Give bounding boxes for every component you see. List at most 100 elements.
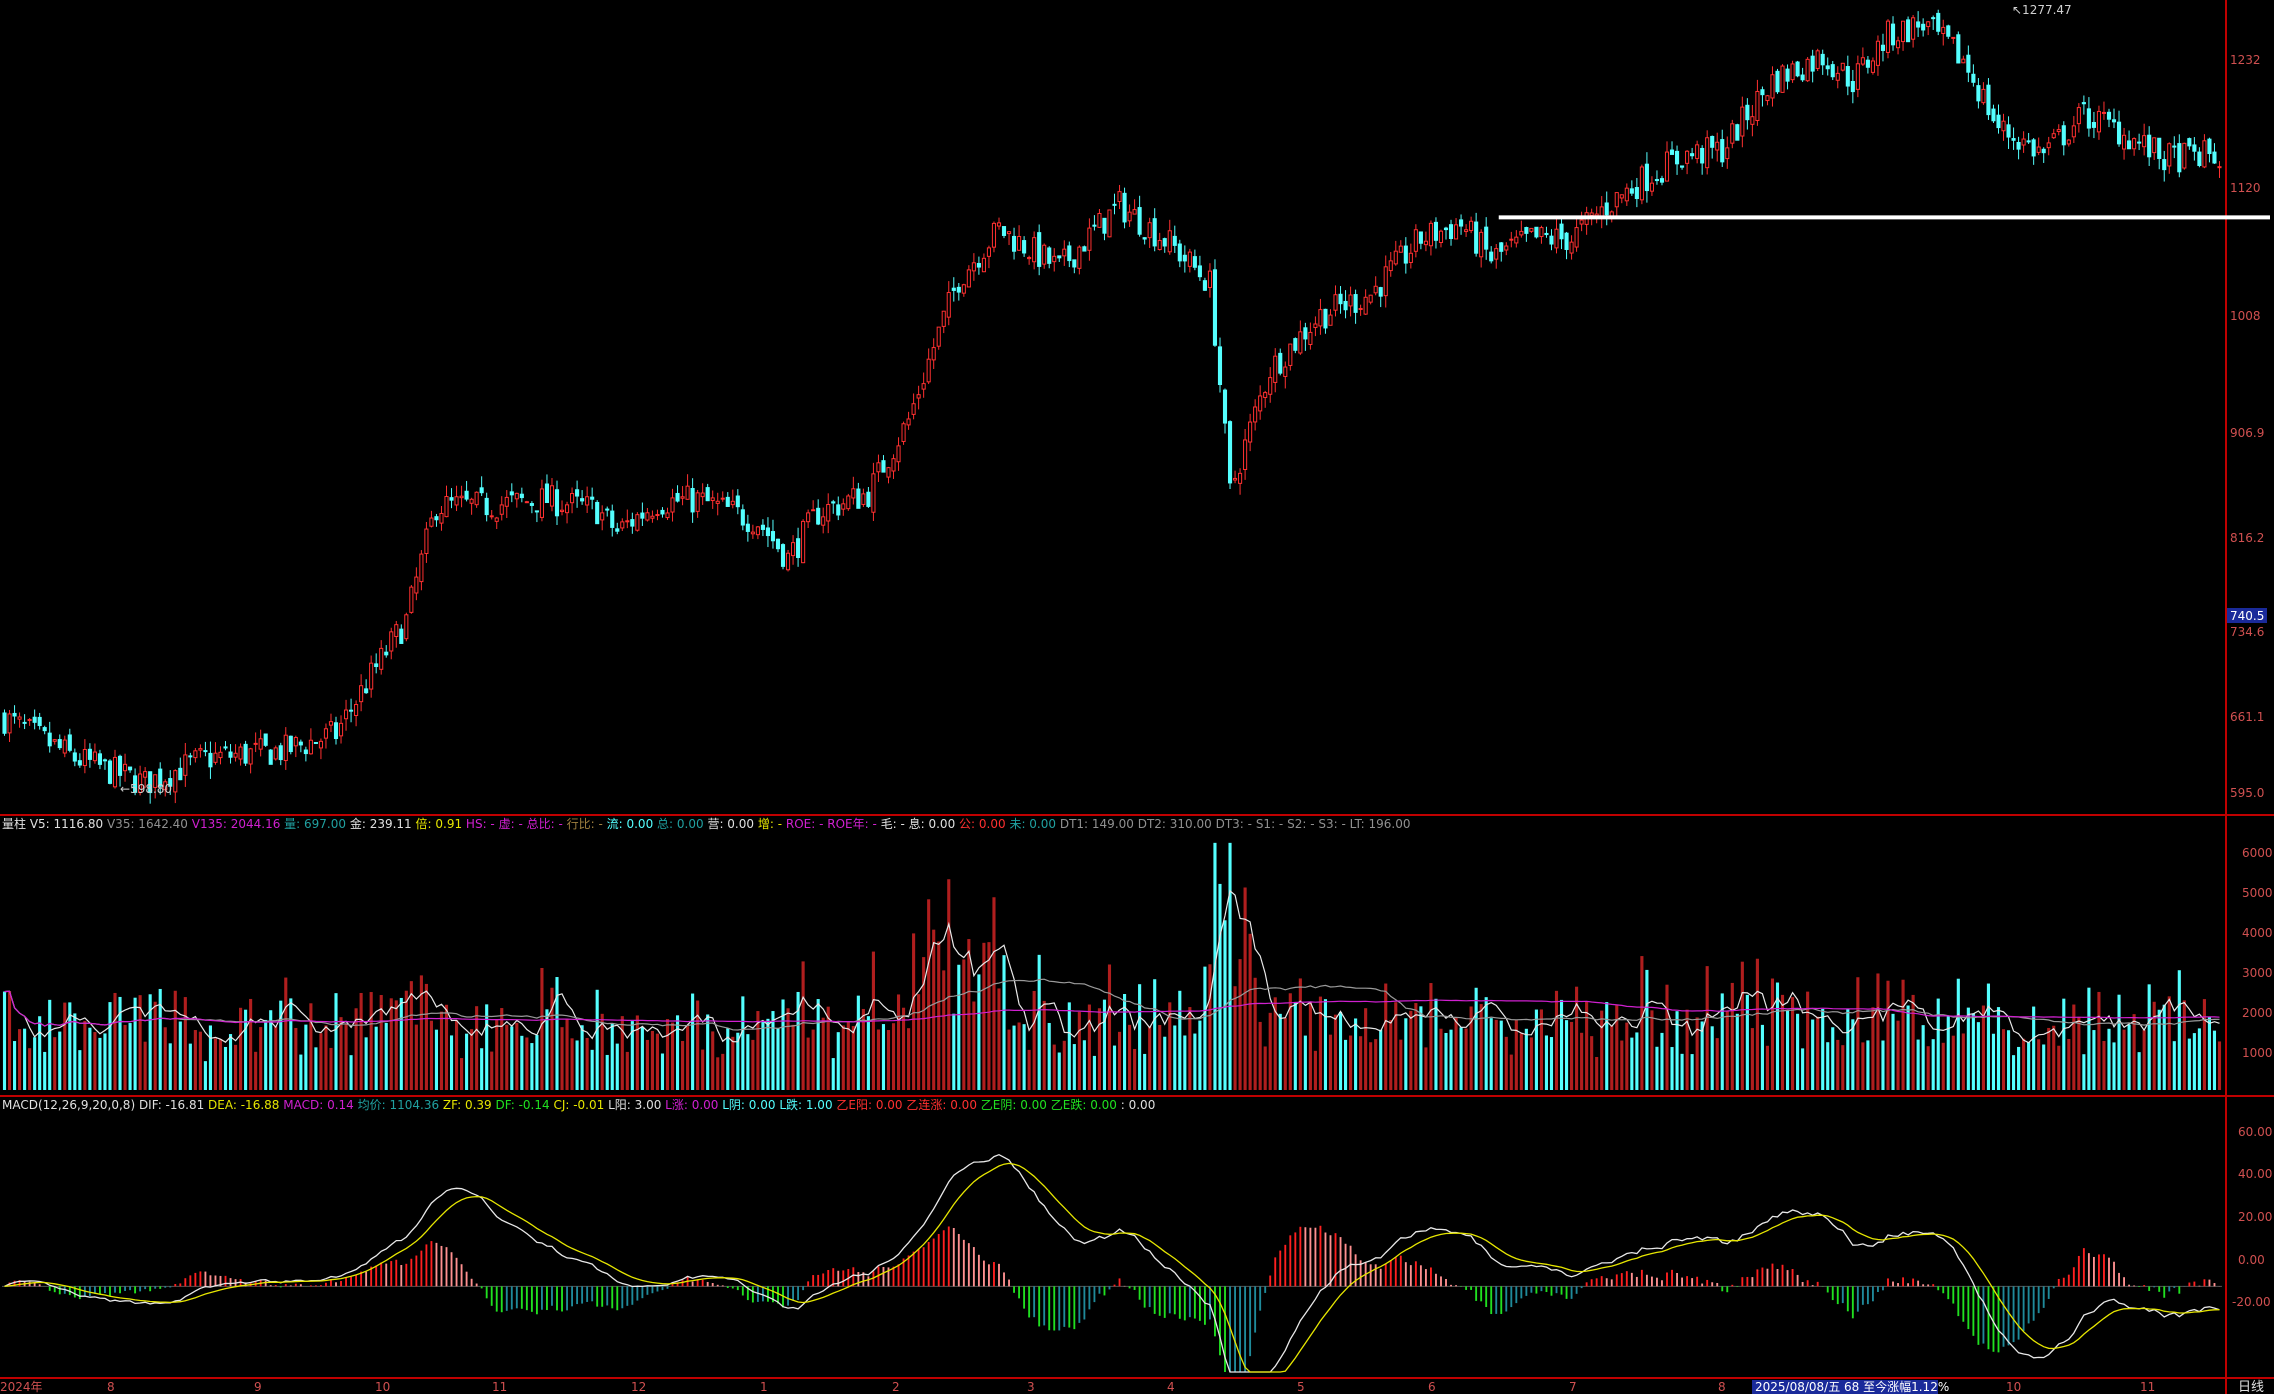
candle-down	[1418, 231, 1423, 244]
volume-bar	[2047, 1027, 2051, 1090]
candle-down	[1172, 235, 1177, 246]
volume-bar	[1570, 1021, 1574, 1090]
candle-down	[1629, 188, 1634, 194]
candle-up	[2202, 140, 2207, 168]
volume-bar	[2182, 1000, 2186, 1090]
volume-bar	[1695, 1017, 1699, 1090]
volume-bar	[731, 1036, 735, 1090]
volume-bar	[932, 929, 936, 1090]
indicator-value: L涨: 0.00	[661, 1097, 718, 1112]
volume-bar	[1464, 1028, 1468, 1090]
volume-bar	[485, 1004, 489, 1090]
candle-down	[12, 712, 17, 717]
volume-ma5	[4, 889, 2220, 1044]
volume-bar	[228, 1034, 233, 1090]
volume-bar	[1675, 1011, 1679, 1090]
current-price-box	[2227, 608, 2267, 623]
candle-down	[278, 745, 283, 761]
candle-up	[1649, 182, 1654, 192]
volume-bar	[1941, 1042, 1945, 1090]
volume-bar	[1153, 979, 1157, 1090]
period-label[interactable]: 日线	[2238, 1380, 2264, 1394]
indicator-value: DT1: 149.00	[1056, 817, 1134, 831]
candle-up	[283, 734, 288, 762]
candle-up	[916, 394, 921, 399]
indicator-value: L阳: 3.00	[604, 1098, 661, 1112]
time-label: 2024年	[0, 1380, 43, 1394]
volume-bar	[454, 1020, 459, 1090]
candle-down	[1012, 235, 1017, 252]
candle-down	[57, 739, 62, 749]
candle-up	[1624, 187, 1629, 202]
candle-up	[1298, 331, 1303, 354]
candle-up	[138, 773, 143, 794]
indicator-value: DEA: -16.88	[204, 1098, 279, 1112]
time-label: 2	[892, 1380, 900, 1394]
volume-bar	[2147, 984, 2151, 1090]
candle-down	[148, 771, 153, 794]
indicator-value: ZF: 0.39	[439, 1098, 492, 1112]
volume-bar	[495, 1019, 499, 1090]
candle-down	[243, 743, 248, 764]
volume-bar	[1640, 956, 1644, 1090]
volume-bar	[394, 1000, 398, 1090]
candle-down	[464, 490, 469, 500]
candle-up	[564, 504, 570, 514]
volume-bar	[1670, 1047, 1674, 1090]
candle-down	[554, 489, 560, 517]
candle-up	[1248, 421, 1253, 443]
candle-up	[1077, 246, 1082, 269]
candle-down	[1986, 84, 1991, 116]
candle-up	[1167, 230, 1172, 253]
candle-down	[77, 760, 82, 766]
candle-up	[2101, 111, 2107, 114]
volume-bar	[2192, 1033, 2196, 1090]
candle-up	[218, 751, 223, 759]
candle-down	[660, 509, 665, 515]
volume-bar	[2102, 1040, 2106, 1090]
candle-up	[1006, 231, 1012, 235]
time-label: 11	[492, 1380, 507, 1394]
time-label: 11	[2140, 1380, 2155, 1394]
candle-down	[117, 755, 123, 776]
candle-down	[1690, 153, 1695, 157]
volume-bar	[1529, 1037, 1533, 1090]
volume-bar	[1298, 978, 1302, 1090]
candle-up	[1428, 222, 1433, 247]
candle-down	[2061, 125, 2066, 146]
candle-down	[1971, 73, 1976, 83]
volume-bar	[1625, 1022, 1629, 1090]
candle-down	[2091, 122, 2096, 128]
volume-bar	[1318, 996, 1322, 1090]
candle-down	[640, 512, 645, 519]
candle-down	[1162, 238, 1167, 247]
volume-bar	[1745, 994, 1749, 1090]
candle-up	[2071, 125, 2076, 138]
volume-bar	[1333, 1014, 1338, 1090]
candle-up	[1870, 60, 1875, 73]
candle-up	[600, 512, 605, 521]
volume-bar	[545, 1009, 549, 1090]
volume-bar	[259, 1027, 263, 1090]
candle-down	[102, 759, 108, 762]
candle-down	[128, 766, 133, 771]
candle-up	[1589, 212, 1594, 216]
volume-bar	[1087, 1004, 1091, 1090]
volume-bar	[188, 1043, 192, 1090]
indicator-value: 总: 0.00	[653, 817, 703, 831]
volume-bar	[1258, 1021, 1262, 1090]
date-status[interactable]: 2025/08/08/五 68 至今涨幅1.12%	[1755, 1379, 1949, 1394]
candle-up	[1469, 220, 1474, 232]
indicator-value: V5: 1116.80	[26, 817, 103, 831]
candle-up	[112, 756, 118, 788]
volume-bar	[93, 1032, 97, 1090]
volume-bar	[1389, 1020, 1393, 1090]
candle-down	[1825, 65, 1830, 70]
volume-bar	[881, 1024, 886, 1090]
volume-bar	[625, 1051, 629, 1090]
candle-up	[2142, 135, 2147, 148]
volume-bar	[203, 1061, 207, 1090]
volume-bar	[1775, 982, 1780, 1090]
volume-bar	[1760, 1024, 1764, 1090]
volume-bar	[63, 1002, 67, 1090]
